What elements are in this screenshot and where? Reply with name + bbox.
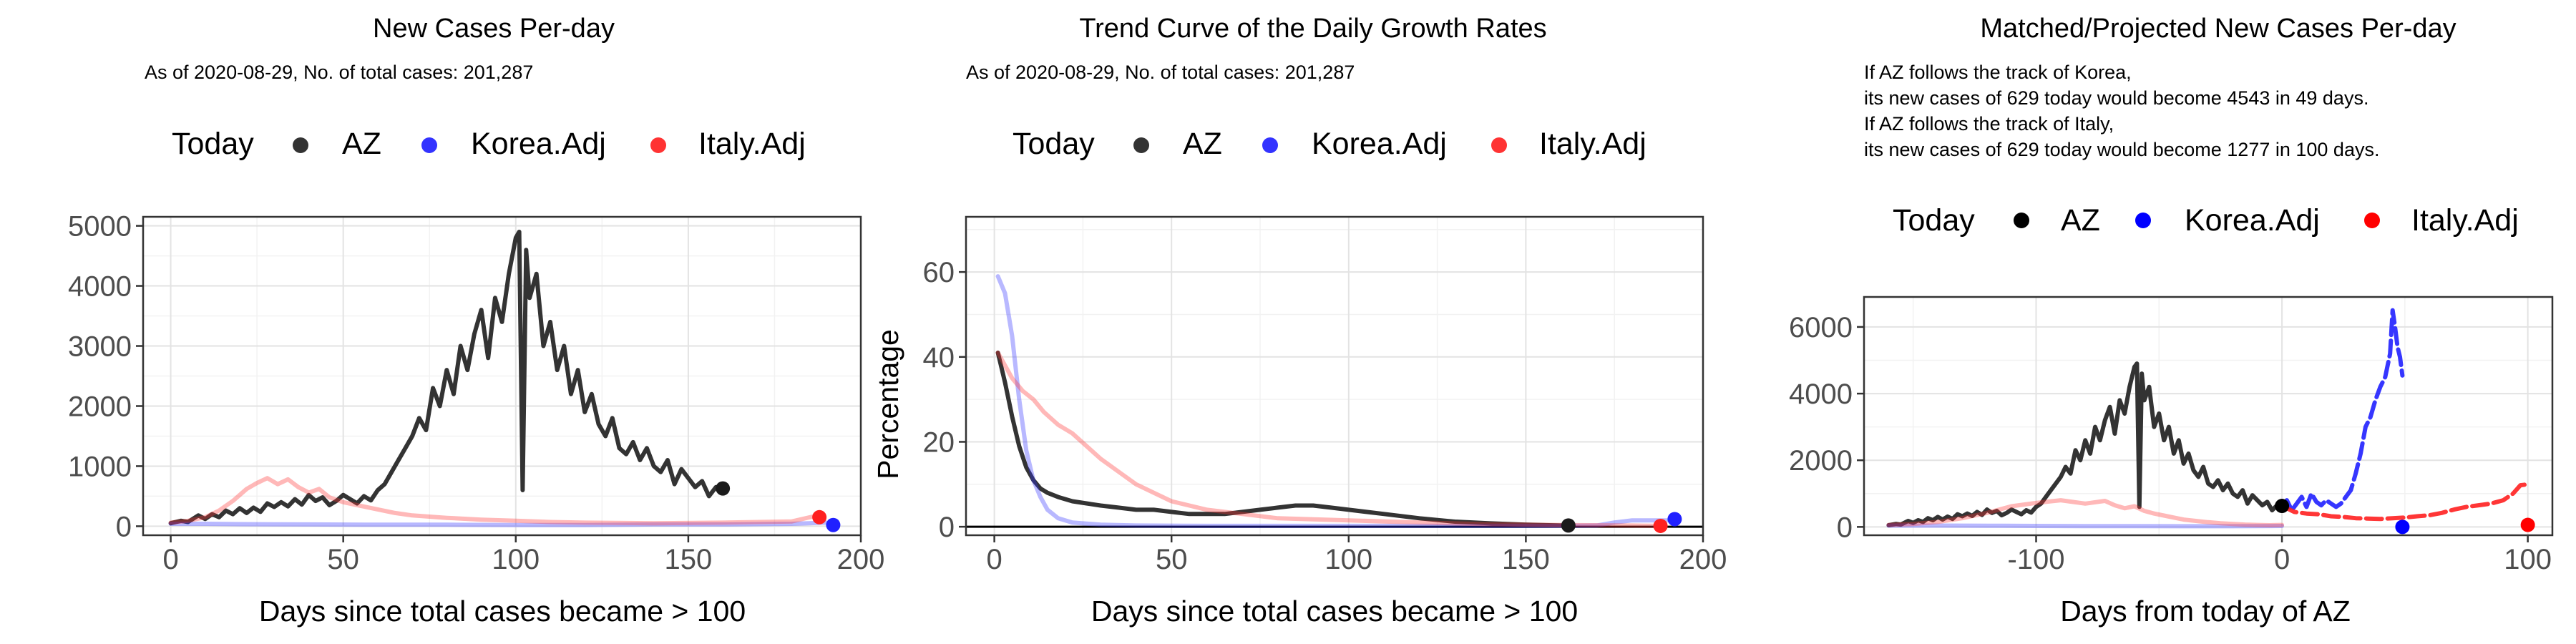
plot-border	[142, 215, 862, 537]
series-line-az	[995, 350, 1563, 528]
x-tick-label: 150	[1502, 544, 1550, 575]
legend: Today AZ Korea.Adj Italy.Adj	[172, 127, 806, 161]
x-tick-label: 100	[1324, 544, 1372, 575]
y-tick-label: 6000	[1789, 312, 1853, 343]
projection-notes: If AZ follows the track of Korea, its ne…	[1864, 62, 2379, 160]
today-point-az	[2275, 499, 2290, 514]
legend-label-italy: Italy.Adj	[698, 127, 806, 161]
note-line: If AZ follows the track of Korea,	[1864, 62, 2132, 83]
x-tick-label: 50	[1156, 544, 1188, 575]
panel-new-cases: New Cases Per-day As of 2020-08-29, No. …	[68, 14, 884, 628]
y-tick-label: 40	[923, 342, 955, 374]
series-line-italy-adj	[2280, 482, 2530, 522]
y-tick-label: 5000	[68, 211, 132, 243]
x-tick-label: -100	[2007, 544, 2064, 575]
panel-projected: Matched/Projected New Cases Per-day If A…	[1789, 14, 2554, 628]
note-line: its new cases of 629 today would become …	[1864, 87, 2368, 109]
y-tick-label: 2000	[68, 391, 132, 422]
legend-key-korea	[2135, 213, 2151, 228]
y-tick-label: 2000	[1789, 445, 1853, 477]
x-tick-label: 0	[986, 544, 1002, 575]
y-tick-label: 4000	[68, 271, 132, 303]
y-tick-label: 4000	[1789, 379, 1853, 410]
x-axis-label: Days since total cases became > 100	[1091, 595, 1578, 628]
y-tick-label: 60	[923, 257, 955, 288]
legend: Today AZ Korea.Adj Italy.Adj	[1893, 203, 2519, 238]
legend-title: Today	[172, 127, 254, 161]
x-tick-label: 0	[2274, 544, 2290, 575]
legend-key-italy	[2364, 213, 2380, 228]
today-point-az	[1561, 518, 1576, 533]
series-line-italy-adj	[995, 350, 1663, 528]
y-axis-label: Percentage	[872, 329, 904, 479]
x-tick-label: 200	[837, 544, 885, 575]
chart-title: Trend Curve of the Daily Growth Rates	[1079, 14, 1546, 44]
legend: Today AZ Korea.Adj Italy.Adj	[1013, 127, 1646, 161]
series-line-italy-adj	[1886, 498, 2285, 527]
x-tick-label: 0	[162, 544, 178, 575]
today-point-italy-adj	[2520, 517, 2535, 532]
legend-label-korea: Korea.Adj	[1312, 127, 1447, 161]
y-tick-label: 0	[116, 511, 132, 542]
x-tick-label: 200	[1679, 544, 1727, 575]
today-point-korea-adj	[1667, 512, 1682, 527]
today-point-italy-adj	[1653, 518, 1668, 533]
series-line-italy-adj	[168, 476, 825, 526]
x-tick-label: 100	[492, 544, 540, 575]
x-tick-label: 150	[665, 544, 713, 575]
plot-border	[1863, 296, 2554, 537]
legend-label-italy: Italy.Adj	[2411, 203, 2519, 238]
plot-area: 0 50 100 150 200 0 20 40 60	[923, 215, 1727, 575]
legend-key-korea	[1262, 137, 1278, 153]
x-tick-label: 100	[2504, 544, 2552, 575]
legend-key-az	[293, 137, 308, 153]
chart-subtitle: As of 2020-08-29, No. of total cases: 20…	[145, 62, 533, 83]
legend-label-az: AZ	[1183, 127, 1222, 161]
legend-label-korea: Korea.Adj	[471, 127, 606, 161]
today-point-az	[716, 481, 731, 496]
legend-key-az	[1133, 137, 1149, 153]
y-tick-label: 0	[1837, 512, 1853, 543]
today-point-italy-adj	[812, 509, 827, 525]
y-tick-label: 3000	[68, 331, 132, 363]
y-tick-label: 0	[939, 512, 955, 543]
x-tick-label: 50	[327, 544, 359, 575]
series-line-korea-adj	[2280, 308, 2405, 513]
note-line: its new cases of 629 today would become …	[1864, 139, 2379, 160]
legend-label-az: AZ	[342, 127, 381, 161]
x-axis-label: Days from today of AZ	[2060, 595, 2351, 628]
series-line-korea-adj	[995, 274, 1670, 528]
series-line-korea-adj	[1886, 523, 2285, 529]
chart-title: Matched/Projected New Cases Per-day	[1980, 14, 2456, 44]
series-line-az	[1886, 361, 2285, 527]
legend-label-korea: Korea.Adj	[2185, 203, 2320, 238]
x-axis-label: Days since total cases became > 100	[259, 595, 746, 628]
plot-border	[965, 215, 1704, 537]
legend-key-italy	[650, 137, 666, 153]
legend-key-az	[2014, 213, 2029, 228]
legend-title: Today	[1013, 127, 1095, 161]
chart-subtitle: As of 2020-08-29, No. of total cases: 20…	[966, 62, 1355, 83]
y-tick-label: 1000	[68, 451, 132, 482]
series-line-az	[168, 230, 726, 526]
chart-title: New Cases Per-day	[373, 14, 615, 44]
legend-key-korea	[421, 137, 437, 153]
series-line-korea-adj	[168, 520, 829, 527]
today-point-korea-adj	[2395, 519, 2410, 535]
legend-label-az: AZ	[2061, 203, 2100, 238]
legend-label-italy: Italy.Adj	[1539, 127, 1646, 161]
legend-key-italy	[1491, 137, 1507, 153]
today-point-korea-adj	[826, 517, 841, 532]
panel-growth-rates: Trend Curve of the Daily Growth Rates As…	[872, 14, 1727, 628]
y-tick-label: 20	[923, 426, 955, 458]
note-line: If AZ follows the track of Italy,	[1864, 113, 2114, 135]
legend-title: Today	[1893, 203, 1975, 238]
